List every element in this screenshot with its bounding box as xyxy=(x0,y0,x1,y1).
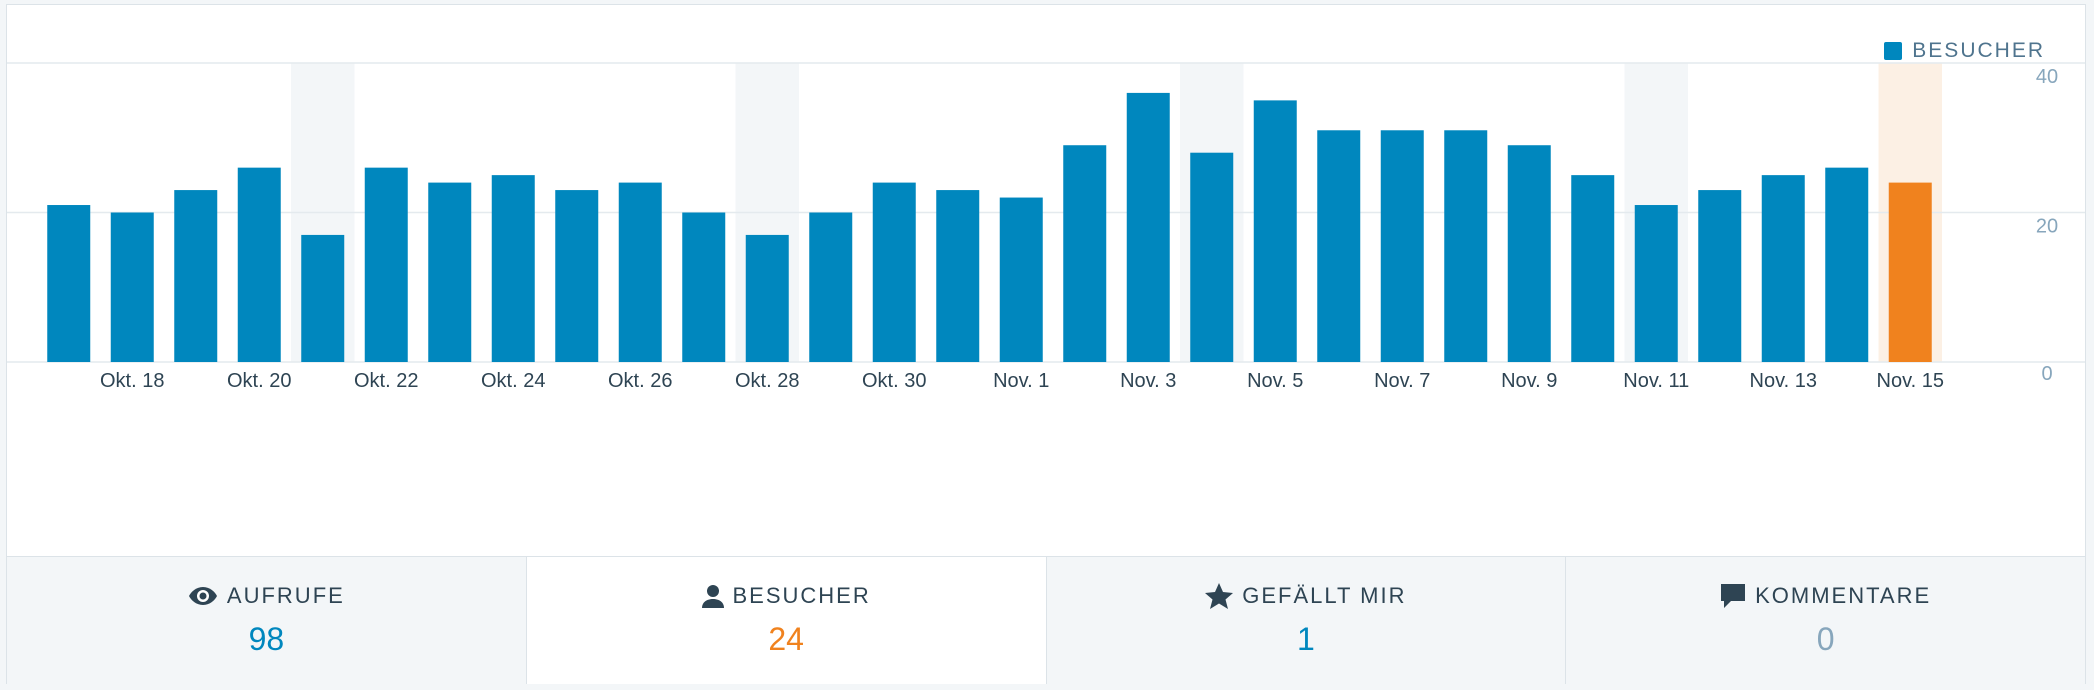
tab-value: 24 xyxy=(768,621,804,657)
x-tick-label: Okt. 26 xyxy=(608,370,672,392)
bar xyxy=(364,167,408,362)
x-tick-label: Nov. 1 xyxy=(993,370,1049,392)
tab-aufrufe[interactable]: AUFRUFE 98 xyxy=(7,557,527,684)
bar xyxy=(1761,175,1805,362)
bar xyxy=(491,175,535,362)
tab-value: 98 xyxy=(248,621,285,657)
tab-kommentare[interactable]: KOMMENTARE 0 xyxy=(1566,557,2085,684)
x-tick-label: Nov. 7 xyxy=(1374,370,1430,392)
bar xyxy=(1380,130,1424,362)
bar xyxy=(682,212,726,362)
x-tick-label: Nov. 9 xyxy=(1501,370,1557,392)
bar xyxy=(618,182,662,362)
bar xyxy=(237,167,281,362)
chart-legend: BESUCHER xyxy=(1884,39,2045,63)
tab-value: 0 xyxy=(1816,621,1835,657)
x-tick-label: Okt. 18 xyxy=(100,370,164,392)
bar xyxy=(1063,145,1107,362)
bar xyxy=(999,197,1043,362)
stats-card: BESUCHER 0 20 40 Okt. 18 Okt. 20 Okt. 22 Okt. … xyxy=(6,4,2086,684)
x-tick-label: Nov. 5 xyxy=(1247,370,1303,392)
legend-swatch xyxy=(1884,42,1903,60)
x-tick-label: Okt. 28 xyxy=(735,370,799,392)
bar xyxy=(1444,130,1488,362)
y-tick-label: 0 xyxy=(2041,363,2052,385)
bar xyxy=(1253,100,1297,362)
bar xyxy=(428,182,472,362)
bar xyxy=(1126,92,1170,363)
bar xyxy=(1317,130,1361,362)
bar xyxy=(1888,182,1932,362)
bar-chart: 0 20 40 Okt. 18 Okt. 20 Okt. 22 Okt. 24 Okt. 26… xyxy=(7,62,2085,392)
bar xyxy=(555,190,599,362)
bar xyxy=(936,190,980,362)
bar xyxy=(174,190,218,362)
bar xyxy=(1507,145,1551,362)
bar xyxy=(301,234,345,362)
x-tick-label: Nov. 3 xyxy=(1120,370,1176,392)
bar xyxy=(1571,175,1615,362)
x-tick-label: Okt. 24 xyxy=(481,370,545,392)
tab-besucher[interactable]: BESUCHER 24 xyxy=(526,557,1047,684)
bar xyxy=(1698,190,1742,362)
comment-icon xyxy=(1720,583,1746,609)
bar xyxy=(47,205,91,362)
bar xyxy=(1190,152,1234,362)
y-tick-label: 40 xyxy=(2036,66,2058,88)
tab-value: 1 xyxy=(1296,621,1315,657)
bar xyxy=(872,182,916,362)
tab-label: KOMMENTARE xyxy=(1755,583,1932,608)
bar xyxy=(809,212,853,362)
x-tick-label: Nov. 15 xyxy=(1877,370,1944,392)
tab-label: BESUCHER xyxy=(732,583,871,608)
eye-icon xyxy=(188,586,218,606)
star-icon xyxy=(1205,583,1234,609)
tab-gefaellt-mir[interactable]: GEFÄLLT MIR 1 xyxy=(1046,557,1567,684)
person-icon xyxy=(701,584,724,608)
x-tick-label: Okt. 30 xyxy=(862,370,926,392)
stats-tabs: AUFRUFE 98 BESUCHER 24 GEFÄLLT MIR 1 xyxy=(7,556,2085,684)
bar xyxy=(110,212,154,362)
tab-label: GEFÄLLT MIR xyxy=(1242,583,1407,608)
tab-label: AUFRUFE xyxy=(226,583,345,608)
x-tick-label: Nov. 13 xyxy=(1750,370,1817,392)
x-tick-label: Okt. 22 xyxy=(354,370,418,392)
x-tick-label: Nov. 11 xyxy=(1623,370,1689,392)
legend-label: BESUCHER xyxy=(1912,39,2045,62)
bar xyxy=(1634,205,1678,362)
y-tick-label: 20 xyxy=(2036,216,2058,238)
bar xyxy=(1825,167,1869,362)
x-tick-label: Okt. 20 xyxy=(227,370,291,392)
bar xyxy=(745,234,789,362)
